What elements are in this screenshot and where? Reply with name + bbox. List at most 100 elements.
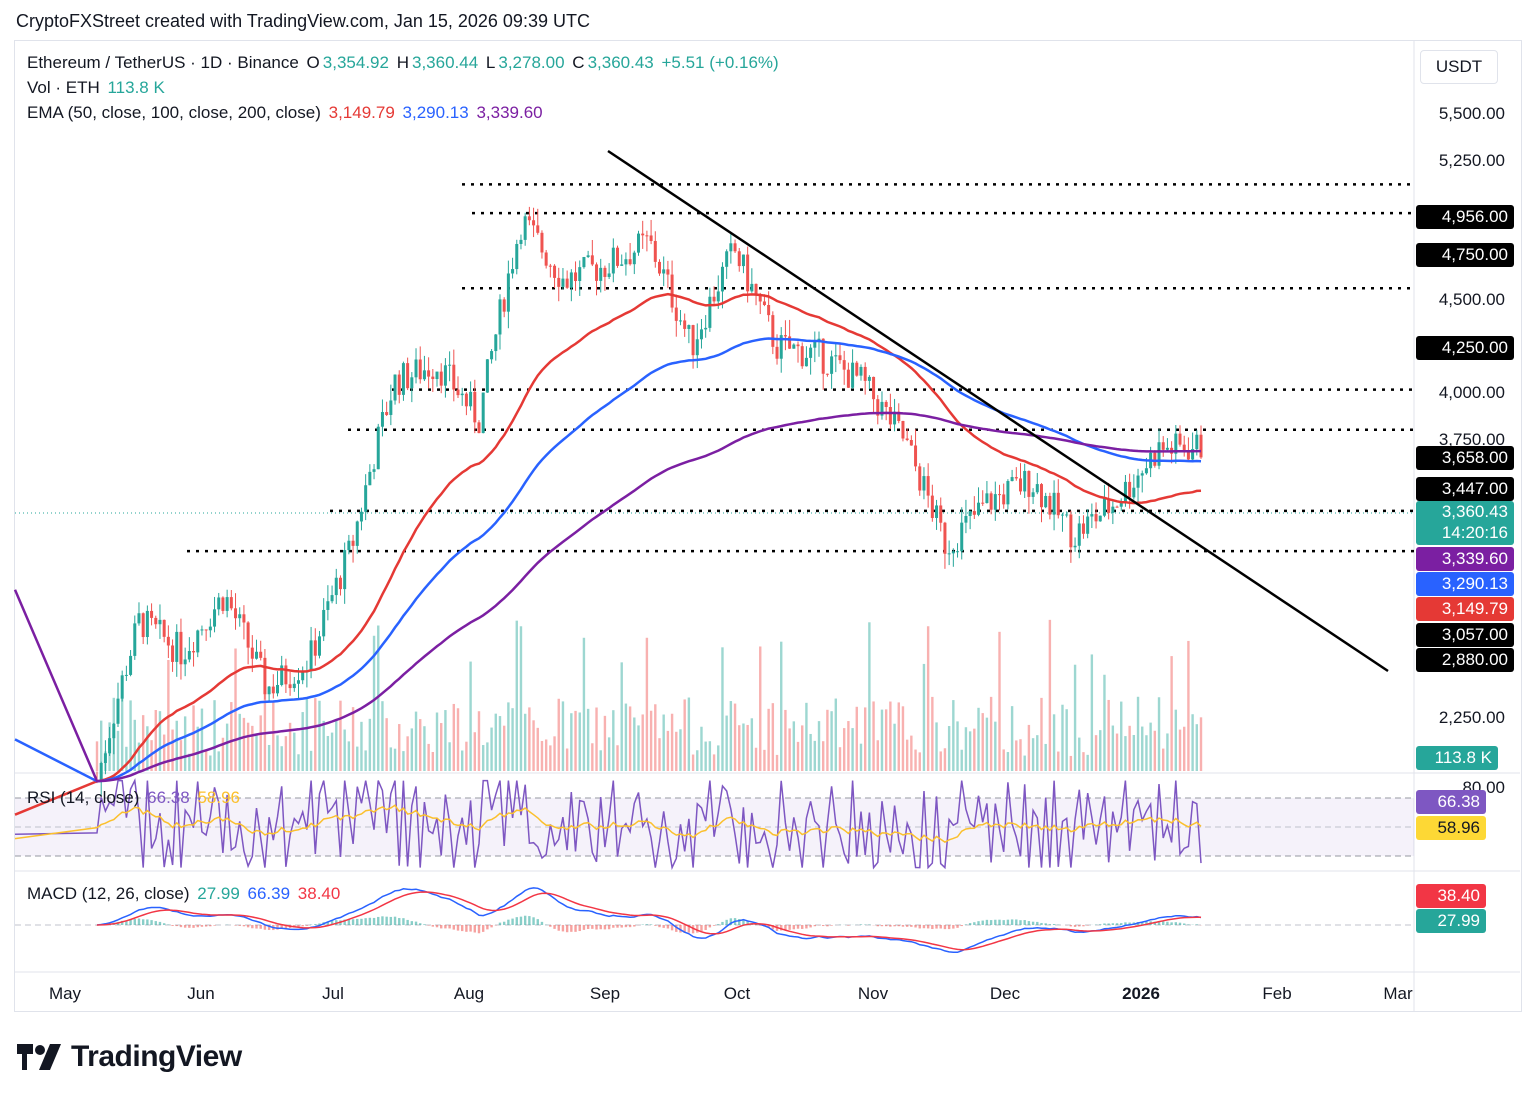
volume-bar [259,715,262,771]
volume-bar [893,723,896,771]
month-label: Jul [322,984,344,1003]
volume-bar [704,741,707,771]
candle-body [981,502,985,504]
legend-ema-label: EMA (50, close, 100, close, 200, close) [27,103,321,122]
volume-bar [599,750,602,771]
volume-bar [314,698,317,771]
volume-bar [591,743,594,771]
candle-body [502,299,506,312]
candle-body [443,365,447,386]
legend-macd[interactable]: MACD (12, 26, close) 27.99 66.39 38.40 [27,884,343,904]
candle-body [788,336,792,349]
volume-bar [792,721,796,771]
macd-histogram-bar [549,925,552,927]
tradingview-logo[interactable]: TradingView [17,1040,242,1074]
legend-c-label: C [572,53,585,72]
candle-body [124,674,128,676]
macd-histogram-bar [968,923,972,925]
candle-body [947,553,951,555]
volume-bar [116,730,120,771]
macd-histogram-bar [1111,923,1115,925]
candle-body [485,359,489,393]
volume-bar [1002,749,1005,771]
candle-body [1182,444,1186,453]
candle-body [103,753,107,764]
candle-body [351,540,355,546]
macd-histogram-bar [137,918,141,925]
volume-bar [935,722,938,771]
volume-bar [994,721,997,771]
macd-histogram-bar [141,919,145,925]
volume-bar [444,710,447,771]
candle-body [120,675,124,699]
candle-body [674,307,678,321]
candle-body [590,255,594,265]
macd-histogram-bar [255,925,258,929]
candle-body [548,265,552,267]
macd-histogram-bar [603,925,607,930]
macd-histogram-bar [1174,922,1178,925]
volume-bar [452,703,456,771]
candle-body [1136,475,1140,488]
volume-bar [423,726,426,771]
volume-bar [133,719,136,771]
macd-histogram-bar [809,925,812,928]
currency-button[interactable]: USDT [1420,50,1498,84]
macd-histogram-bar [1040,922,1043,925]
candle-body [242,614,246,623]
candle-body [393,374,397,401]
candle-body [1018,478,1022,492]
candle-body [691,325,695,356]
macd-histogram-bar [473,925,476,933]
candle-body [616,247,620,266]
volume-bar [830,711,833,771]
volume-bar [385,718,388,771]
macd-histogram-bar [700,925,703,932]
legend-volume[interactable]: Vol · ETH 113.8 K [27,78,168,98]
volume-bar [1073,664,1077,771]
macd-histogram-bar [414,921,418,925]
volume-bar [1157,697,1161,771]
volume-bar [759,646,762,771]
macd-histogram-bar [284,925,288,929]
macd-histogram-bar [528,916,531,925]
volume-bar [440,723,443,771]
candle-body [1023,470,1027,492]
candle-body [355,521,359,546]
volume-bar [805,702,808,771]
candle-body [1107,498,1111,513]
macd-histogram-bar [461,925,464,932]
candle-body [1060,514,1064,516]
volume-bar [356,746,359,771]
volume-bar [809,733,812,771]
volume-bar [565,748,569,771]
volume-bar [771,703,775,771]
macd-histogram-bar [364,918,367,925]
candle-body [145,610,149,638]
volume-bar [532,720,535,771]
legend-rsi[interactable]: RSI (14, close) 66.38 58.96 [27,788,243,808]
candle-body [699,329,703,340]
volume-bar [1153,730,1157,771]
macd-histogram-bar [1078,925,1081,927]
macd-histogram-bar [1048,924,1052,925]
macd-histogram-bar [385,916,388,925]
legend-ema[interactable]: EMA (50, close, 100, close, 200, close) … [27,103,546,123]
volume-bar [120,696,124,771]
candle-body [926,476,930,496]
legend-ohlc[interactable]: Ethereum / TetherUS · 1D · Binance O 3,35… [27,53,782,73]
volume-bar [1124,736,1127,771]
candle-body [637,233,641,253]
legend-rsi-value: 66.38 [147,788,190,807]
volume-bar [708,741,712,771]
candle-body [280,665,284,685]
candle-body [477,422,481,434]
volume-bar [801,725,804,771]
level-label: 3,447.00 [1416,477,1514,501]
volume-bar [146,726,149,771]
macd-histogram-bar [565,925,569,933]
macd-histogram-bar [209,925,212,927]
candle-body [951,551,955,554]
macd-histogram-bar [796,925,800,929]
